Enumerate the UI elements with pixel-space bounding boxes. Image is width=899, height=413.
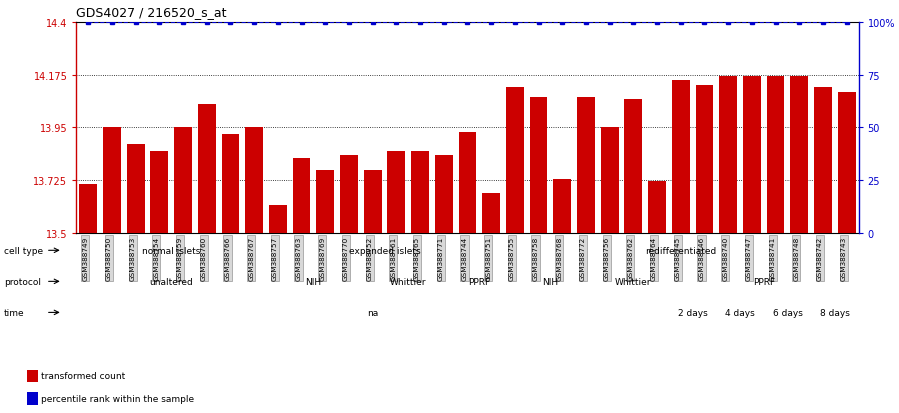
Text: transformed count: transformed count — [41, 371, 126, 380]
Bar — [696, 86, 714, 233]
Text: na: na — [367, 308, 378, 317]
Bar — [506, 88, 524, 233]
Bar — [127, 145, 145, 233]
Bar — [435, 156, 453, 233]
Text: GSM388747: GSM388747 — [746, 236, 752, 280]
Text: GSM388753: GSM388753 — [129, 236, 136, 280]
Bar — [554, 180, 571, 233]
Text: GSM388740: GSM388740 — [722, 236, 728, 280]
Text: 6 days: 6 days — [772, 308, 803, 317]
Text: PPRF: PPRF — [468, 277, 490, 286]
Text: Whittier: Whittier — [390, 277, 426, 286]
Text: GSM388769: GSM388769 — [319, 236, 325, 280]
Text: GSM388767: GSM388767 — [248, 236, 254, 280]
Text: unaltered: unaltered — [149, 277, 193, 286]
Bar — [340, 156, 358, 233]
Bar — [387, 152, 405, 233]
Text: GSM388765: GSM388765 — [414, 236, 420, 280]
Bar — [790, 76, 808, 233]
Text: NIH: NIH — [542, 277, 558, 286]
Bar — [316, 170, 334, 233]
Text: GSM388746: GSM388746 — [699, 236, 705, 280]
Bar — [458, 133, 476, 233]
Text: 8 days: 8 days — [820, 308, 850, 317]
Bar — [767, 76, 785, 233]
Bar — [245, 128, 263, 233]
Text: GSM388756: GSM388756 — [604, 236, 610, 280]
Text: GSM388760: GSM388760 — [200, 236, 207, 280]
Text: GSM388759: GSM388759 — [177, 236, 183, 280]
Text: GSM388757: GSM388757 — [271, 236, 278, 280]
Bar — [221, 135, 239, 233]
Text: GSM388749: GSM388749 — [83, 236, 88, 280]
Text: GSM388744: GSM388744 — [461, 236, 467, 280]
Bar — [150, 152, 168, 233]
Bar — [719, 76, 737, 233]
Bar — [411, 152, 429, 233]
Bar — [174, 128, 192, 233]
Text: GSM388750: GSM388750 — [106, 236, 112, 280]
Text: PPRF: PPRF — [752, 277, 775, 286]
Text: GSM388754: GSM388754 — [154, 236, 159, 280]
Text: GSM388772: GSM388772 — [580, 236, 586, 280]
Text: GSM388748: GSM388748 — [793, 236, 799, 280]
Text: redifferentiated: redifferentiated — [645, 246, 717, 255]
Bar — [672, 81, 690, 233]
Bar — [530, 97, 547, 233]
Text: GSM388768: GSM388768 — [556, 236, 562, 280]
Bar — [79, 184, 97, 233]
Text: GSM388762: GSM388762 — [628, 236, 634, 280]
Text: Whittier: Whittier — [615, 277, 652, 286]
Text: GSM388741: GSM388741 — [770, 236, 776, 280]
Text: GSM388751: GSM388751 — [485, 236, 491, 280]
Bar — [103, 128, 120, 233]
Bar — [601, 128, 619, 233]
Text: protocol: protocol — [4, 277, 40, 286]
Text: normal islets: normal islets — [142, 246, 200, 255]
Text: GSM388743: GSM388743 — [841, 236, 847, 280]
Text: GSM388742: GSM388742 — [817, 236, 823, 280]
Text: time: time — [4, 308, 24, 317]
Text: GSM388770: GSM388770 — [343, 236, 349, 280]
Text: GSM388758: GSM388758 — [532, 236, 539, 280]
Text: GSM388761: GSM388761 — [390, 236, 396, 280]
Bar — [577, 97, 595, 233]
Bar — [482, 194, 500, 233]
Bar — [293, 159, 310, 233]
Text: percentile rank within the sample: percentile rank within the sample — [41, 394, 194, 403]
Text: GSM388752: GSM388752 — [367, 236, 373, 280]
Text: 2 days: 2 days — [678, 308, 708, 317]
Bar — [838, 93, 856, 233]
Text: GSM388745: GSM388745 — [675, 236, 681, 280]
Text: 4 days: 4 days — [725, 308, 755, 317]
Text: GSM388763: GSM388763 — [296, 236, 301, 280]
Bar — [269, 205, 287, 233]
Text: GSM388771: GSM388771 — [438, 236, 444, 280]
Bar — [814, 88, 832, 233]
Text: GSM388755: GSM388755 — [509, 236, 515, 280]
Text: expanded islets: expanded islets — [349, 246, 421, 255]
Text: GSM388764: GSM388764 — [651, 236, 657, 280]
Text: GDS4027 / 216520_s_at: GDS4027 / 216520_s_at — [76, 6, 227, 19]
Bar — [625, 100, 642, 233]
Bar — [648, 182, 666, 233]
Text: GSM388766: GSM388766 — [225, 236, 230, 280]
Bar — [364, 170, 381, 233]
Text: cell type: cell type — [4, 246, 43, 255]
Text: NIH: NIH — [306, 277, 322, 286]
Bar — [198, 104, 216, 233]
Bar — [743, 76, 761, 233]
